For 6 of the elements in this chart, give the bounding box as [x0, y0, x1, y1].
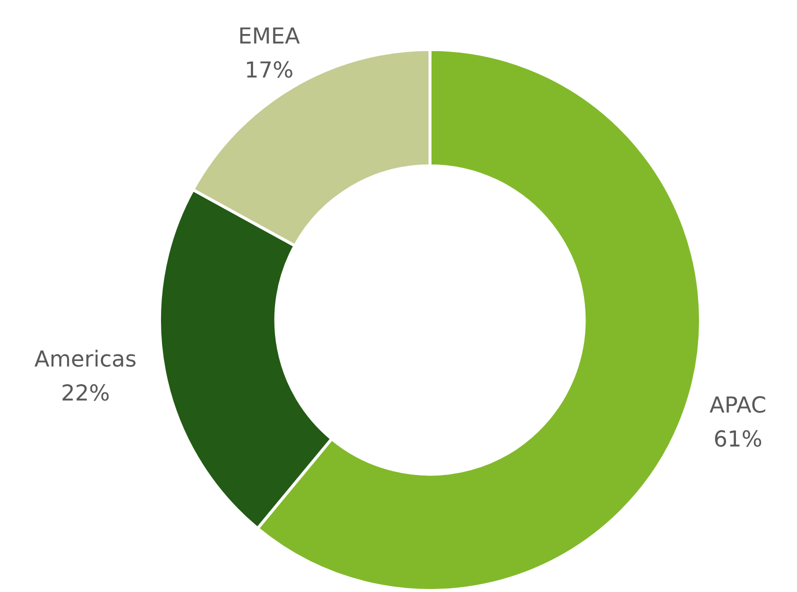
data-label: 22% — [61, 381, 110, 406]
data-label: 17% — [244, 58, 294, 84]
data-label: 61% — [713, 428, 762, 453]
slice-label: Americas — [34, 347, 137, 372]
slice-label: EMEA — [238, 24, 300, 50]
slice-label: APAC — [709, 394, 766, 419]
